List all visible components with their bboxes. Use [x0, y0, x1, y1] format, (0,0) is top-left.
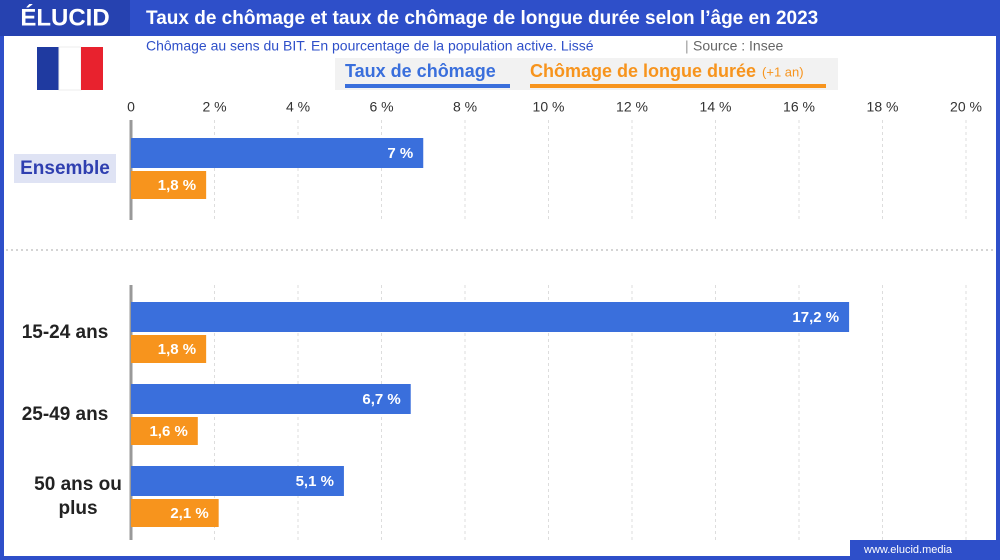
flag-blue [37, 47, 59, 90]
x-tick-label: 6 % [369, 99, 393, 115]
x-tick-label: 14 % [700, 99, 732, 115]
value-label: 17,2 % [792, 309, 839, 326]
bar [131, 171, 207, 199]
x-tick-label: 18 % [867, 99, 899, 115]
value-label: 5,1 % [296, 473, 334, 490]
x-tick-label: 16 % [783, 99, 815, 115]
category-text: 25-49 ans [21, 404, 109, 425]
legend-label: Taux de chômage [345, 61, 496, 81]
bar [131, 335, 207, 363]
bar [131, 499, 219, 527]
bar [131, 466, 344, 496]
footer: www.elucid.media [863, 544, 953, 556]
x-tick-label: 2 % [202, 99, 226, 115]
value-label: 6,7 % [362, 391, 400, 408]
category-label: 15-24 ans [6, 321, 124, 345]
bar [131, 384, 411, 414]
value-label: 1,8 % [158, 177, 196, 194]
value-label: 1,6 % [149, 423, 187, 440]
footer-bg [850, 540, 1000, 560]
x-tick-label: 4 % [286, 99, 310, 115]
separator: | [685, 38, 689, 54]
category-label: 25-49 ans [6, 403, 124, 427]
x-tick-label: 12 % [616, 99, 648, 115]
bar [131, 138, 424, 168]
category-label: 50 ans ou plus [32, 473, 124, 521]
x-tick-label: 20 % [950, 99, 982, 115]
x-tick-label: 8 % [453, 99, 477, 115]
bar [131, 302, 850, 332]
source: Source : Insee [693, 38, 783, 54]
category-label: Ensemble [6, 154, 124, 183]
logo: ÉLUCID [20, 3, 109, 31]
subtitle: Chômage au sens du BIT. En pourcentage d… [146, 38, 594, 54]
bar [131, 417, 198, 445]
legend-note: (+1 an) [762, 64, 804, 79]
value-label: 7 % [387, 145, 413, 162]
header-bar [0, 0, 1000, 36]
value-label: 2,1 % [170, 505, 208, 522]
x-tick-label: 0 [127, 99, 135, 115]
category-text: 50 ans ou plus [34, 474, 122, 519]
category-text: Ensemble [14, 154, 116, 183]
value-label: 1,8 % [158, 341, 196, 358]
category-text: 15-24 ans [21, 322, 109, 343]
flag-red [81, 47, 103, 90]
legend-label: Chômage de longue durée [530, 61, 756, 81]
title: Taux de chômage et taux de chômage de lo… [146, 8, 818, 29]
logo-bg [0, 0, 130, 36]
flag-white [58, 46, 82, 91]
x-tick-label: 10 % [533, 99, 565, 115]
